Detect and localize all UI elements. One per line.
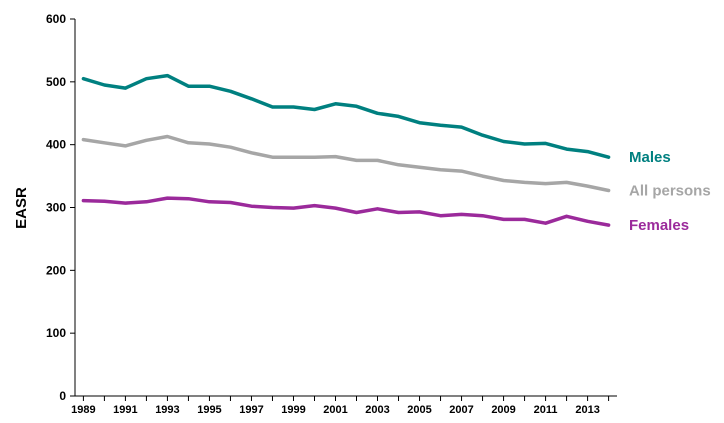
series-line-females — [81, 196, 611, 227]
series-label-females: Females — [629, 217, 689, 234]
x-tick-label: 2009 — [491, 404, 515, 416]
y-axis-title: EASR — [13, 187, 30, 229]
x-axis: 1989 1991 1993 1995 1997 1999 2001 2003 2005 2007… — [71, 395, 617, 416]
x-tick-label: 2011 — [534, 404, 558, 416]
x-tick-label: 1991 — [113, 404, 137, 416]
series-line-males — [81, 73, 611, 159]
y-axis: 0 100 200 300 400 500 600 — [46, 12, 76, 403]
x-tick-label: 1995 — [197, 404, 221, 416]
y-tick-label: 100 — [46, 326, 66, 340]
y-tick-label: 600 — [46, 12, 66, 26]
y-tick-label: 200 — [46, 263, 66, 277]
x-tick-label: 2001 — [323, 404, 347, 416]
x-tick-label: 2007 — [449, 404, 473, 416]
series-line-all-persons — [81, 134, 611, 193]
y-tick-label: 0 — [59, 389, 66, 403]
series-lines — [81, 73, 611, 227]
series-labels: Males All persons Females — [629, 149, 711, 234]
series-label-males: Males — [629, 149, 671, 166]
x-tick-label: 1989 — [71, 404, 95, 416]
y-tick-label: 400 — [46, 138, 66, 152]
x-tick-label: 2005 — [407, 404, 431, 416]
x-tick-label: 1993 — [155, 404, 179, 416]
x-tick-label: 2003 — [365, 404, 389, 416]
series-label-all-persons: All persons — [629, 183, 711, 200]
x-tick-label: 1997 — [239, 404, 263, 416]
x-tick-label: 1999 — [281, 404, 305, 416]
y-tick-label: 500 — [46, 75, 66, 89]
x-tick-label: 2013 — [575, 404, 599, 416]
y-tick-label: 300 — [46, 201, 66, 215]
